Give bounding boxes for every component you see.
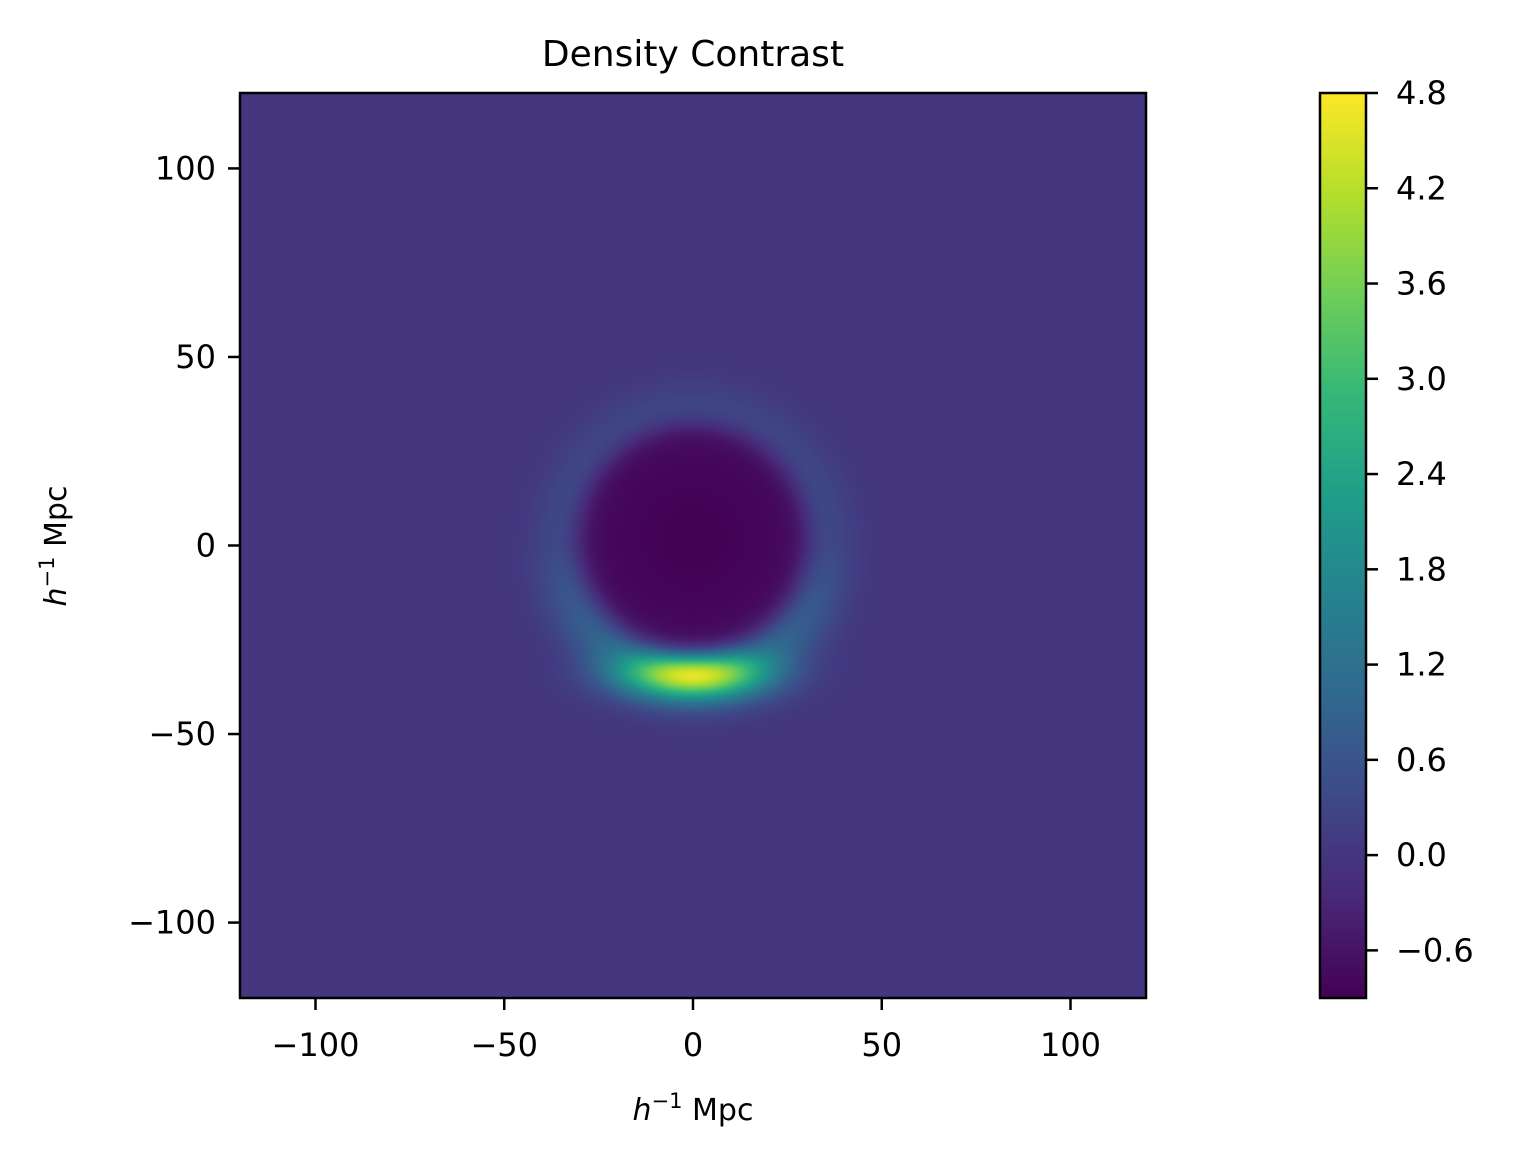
x-tick-label: −100: [272, 1026, 360, 1064]
x-axis: −100 −50 0 50 100: [272, 998, 1101, 1064]
y-axis: 100 50 0 −50 −100: [128, 149, 240, 942]
heatmap-image: [240, 93, 1146, 998]
colorbar-tick-label: 0.6: [1396, 741, 1447, 779]
colorbar-ticks: 4.8 4.2 3.6 3.0 2.4 1.8 1.2 0.6 0.0 −0.6: [1366, 74, 1474, 969]
y-axis-label: h−1 Mpc: [35, 486, 74, 607]
heatmap-plot: [238, 91, 1148, 1000]
colorbar: 4.8 4.2 3.6 3.0 2.4 1.8 1.2 0.6 0.0 −0.6: [1318, 74, 1474, 1000]
y-tick-label: 0: [196, 527, 216, 565]
colorbar-tick-label: 2.4: [1396, 455, 1447, 493]
colorbar-tick-label: 3.6: [1396, 265, 1447, 303]
x-tick-label: 100: [1040, 1026, 1101, 1064]
x-tick-label: 0: [683, 1026, 703, 1064]
y-tick-label: 100: [155, 149, 216, 187]
colorbar-tick-label: −0.6: [1396, 931, 1474, 969]
y-tick-label: 50: [175, 338, 216, 376]
colorbar-tick-label: 1.2: [1396, 646, 1447, 684]
colorbar-tick-label: 1.8: [1396, 550, 1447, 588]
colorbar-tick-label: 4.8: [1396, 74, 1447, 112]
x-tick-label: 50: [861, 1026, 902, 1064]
colorbar-gradient: [1318, 91, 1368, 1000]
colorbar-tick-label: 0.0: [1396, 836, 1447, 874]
colorbar-tick-label: 4.2: [1396, 169, 1447, 207]
y-tick-label: −100: [128, 904, 216, 942]
x-axis-label: h−1 Mpc: [633, 1089, 754, 1128]
x-tick-label: −50: [470, 1026, 538, 1064]
colorbar-tick-label: 3.0: [1396, 360, 1447, 398]
chart-title: Density Contrast: [542, 34, 844, 75]
y-tick-label: −50: [148, 715, 216, 753]
